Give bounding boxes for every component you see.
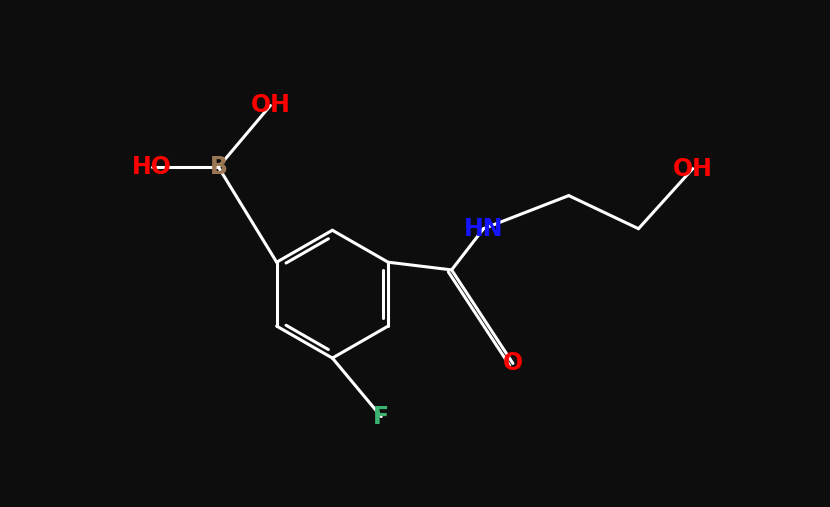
Text: F: F: [374, 405, 389, 428]
Text: HO: HO: [132, 155, 172, 179]
Text: O: O: [503, 351, 523, 376]
Text: B: B: [209, 155, 227, 179]
Text: HN: HN: [464, 216, 503, 241]
Text: OH: OH: [673, 157, 713, 180]
Text: OH: OH: [251, 93, 290, 118]
